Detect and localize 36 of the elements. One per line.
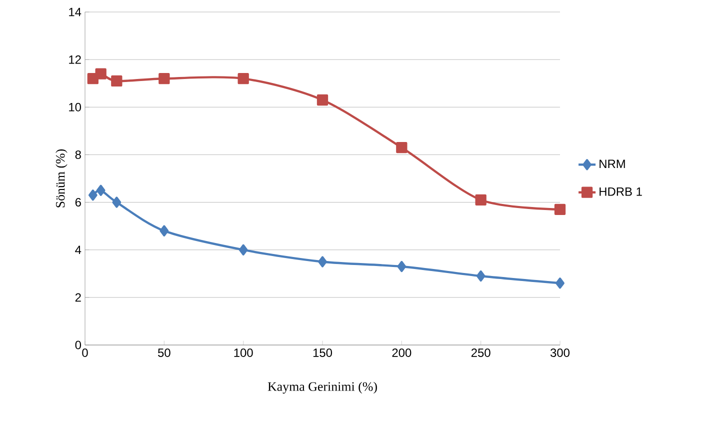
y-axis-title: Sönüm (%) <box>56 149 68 208</box>
x-tick-label: 100 <box>234 348 253 357</box>
point <box>476 270 486 282</box>
point <box>111 75 122 87</box>
x-tick-label: 200 <box>392 348 412 357</box>
y-tick-label: 0 <box>75 340 82 350</box>
legend-label: NRM <box>600 160 625 168</box>
point <box>396 142 408 154</box>
point <box>160 225 169 236</box>
y-tick-label: 10 <box>69 102 82 112</box>
point <box>554 204 566 215</box>
point <box>158 73 170 84</box>
point <box>318 256 327 268</box>
x-tick-label: 250 <box>471 348 490 357</box>
point <box>238 73 249 84</box>
y-tick-label: 8 <box>75 150 81 159</box>
point <box>556 278 564 289</box>
y-tick-label: 2 <box>75 293 81 302</box>
point <box>475 194 486 206</box>
x-tick-label: 50 <box>158 348 170 357</box>
x-axis-title: Kayma Gerinimi (%) <box>268 382 377 394</box>
legend-label: HDRB 1 <box>600 187 642 196</box>
y-tick-label: 14 <box>69 8 82 16</box>
point <box>397 260 406 272</box>
x-tick-label: 300 <box>550 348 570 357</box>
point <box>96 184 106 196</box>
point <box>112 196 122 208</box>
point <box>95 68 106 80</box>
x-tick-label: 0 <box>82 348 88 357</box>
y-tick-label: 6 <box>75 198 81 207</box>
point <box>316 94 328 106</box>
x-tick-label: 150 <box>313 348 332 357</box>
y-tick-label: 4 <box>75 246 82 254</box>
y-tick-label: 12 <box>69 55 81 64</box>
point <box>88 190 98 201</box>
point <box>238 244 248 256</box>
